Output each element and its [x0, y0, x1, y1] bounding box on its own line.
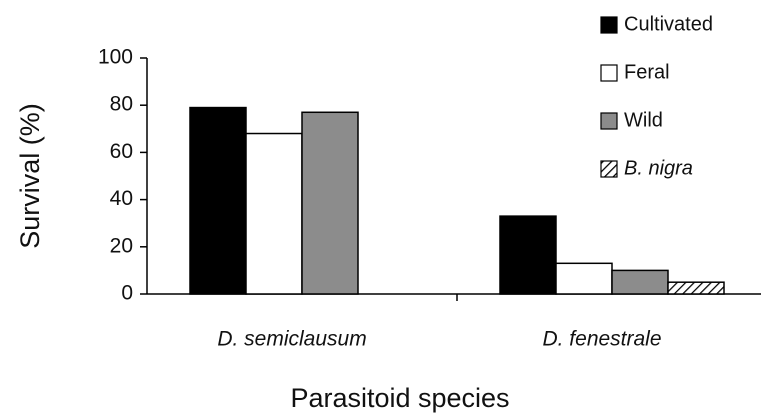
bar — [301, 111, 359, 295]
bar — [189, 106, 247, 295]
bar — [499, 215, 557, 295]
x-tick-label: D. fenestrale — [542, 328, 661, 351]
bar — [611, 269, 669, 295]
x-axis-title: Parasitoid species — [290, 383, 509, 413]
legend-label: Feral — [624, 61, 670, 83]
y-tick-label: 100 — [98, 46, 133, 69]
legend-swatch — [600, 16, 618, 34]
x-tick-label: D. semiclausum — [217, 328, 366, 351]
legend-label: B. nigra — [624, 157, 693, 179]
y-tick-label: 0 — [121, 282, 133, 305]
bar — [555, 262, 613, 295]
y-tick-label: 40 — [110, 187, 133, 210]
legend-label: Wild — [624, 109, 663, 131]
legend-swatch — [600, 160, 618, 178]
legend-swatch — [600, 112, 618, 130]
y-tick-label: 20 — [110, 234, 133, 257]
legend-label: Cultivated — [624, 13, 713, 35]
y-tick-label: 80 — [110, 93, 133, 116]
y-tick-label: 60 — [110, 140, 133, 163]
bar — [667, 281, 725, 295]
y-axis-title: Survival (%) — [15, 103, 45, 249]
legend-swatch — [600, 64, 618, 82]
bar — [245, 132, 303, 295]
